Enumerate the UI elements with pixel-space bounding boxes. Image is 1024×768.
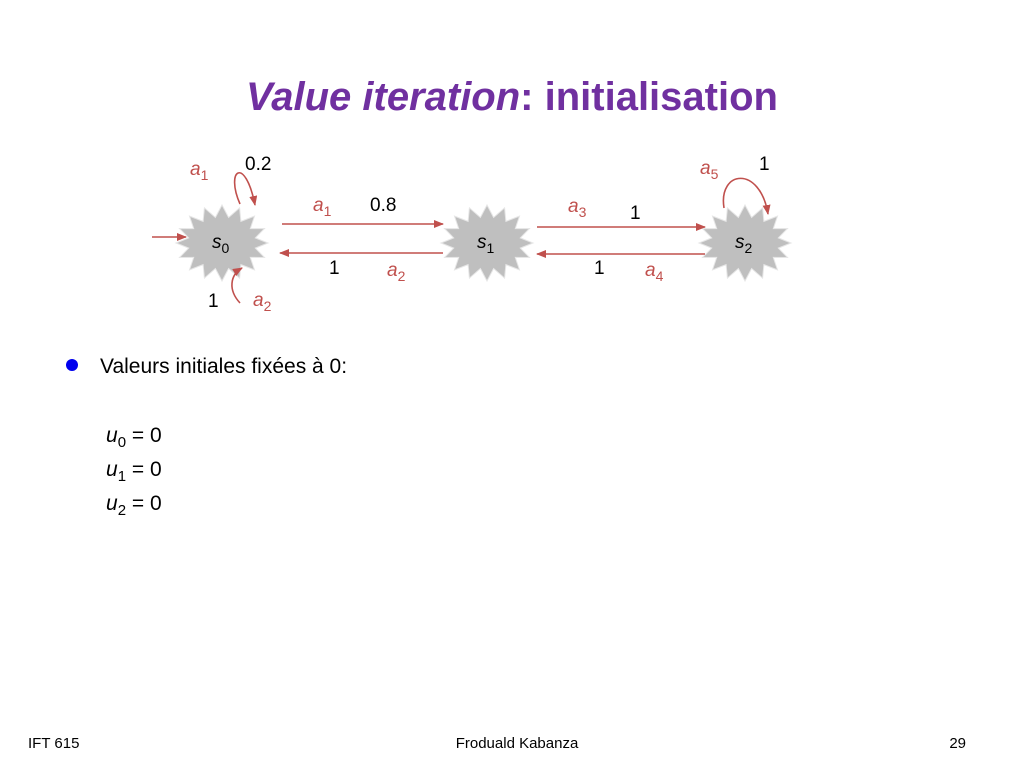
action-label: a2: [387, 260, 406, 284]
action-sub: 5: [711, 166, 719, 182]
bullet-text: Valeurs initiales fixées à 0:: [100, 355, 347, 378]
slide-title: Value iteration: initialisation: [246, 75, 778, 119]
state-node: [439, 203, 535, 283]
action: a: [387, 260, 398, 281]
var: u: [106, 424, 118, 447]
action-sub: 1: [324, 203, 332, 219]
value-line: u2 = 0: [106, 492, 162, 519]
state-label: s0: [212, 232, 230, 256]
nodes: s0 s1 s2: [174, 203, 793, 283]
self-loop: [231, 267, 243, 304]
action-sub: 2: [264, 298, 272, 314]
value-line: u1 = 0: [106, 458, 162, 485]
action: a: [700, 158, 711, 179]
state-name: s: [212, 232, 222, 253]
title-italic: Value iteration: [246, 75, 520, 119]
state-sub: 0: [222, 240, 230, 256]
footer-right: 29: [949, 735, 966, 752]
action-sub: 4: [656, 268, 664, 284]
action-label: a4: [645, 260, 664, 284]
action: a: [253, 290, 264, 311]
var-sub: 2: [118, 502, 126, 519]
self-loop: [722, 177, 771, 215]
prob-label: 0.8: [370, 195, 396, 216]
edge-labels: a1 0.2 a1 0.8 1 a2 1 a2 a3 1 1 a4 a5 1: [190, 154, 770, 314]
action: a: [568, 196, 579, 217]
action: a: [645, 260, 656, 281]
title-rest: : initialisation: [520, 75, 778, 119]
state-label: s1: [477, 232, 495, 256]
action-sub: 1: [201, 167, 209, 183]
state-sub: 2: [745, 240, 753, 256]
var-sub: 1: [118, 468, 126, 485]
state-sub: 1: [487, 240, 495, 256]
action-label: a1: [313, 195, 332, 219]
self-loop: [233, 171, 258, 206]
prob-label: 1: [759, 154, 770, 175]
prob-label: 1: [208, 291, 219, 312]
state-label: s2: [735, 232, 753, 256]
value-rest: = 0: [126, 424, 162, 447]
state-name: s: [477, 232, 487, 253]
var: u: [106, 492, 118, 515]
prob-label: 0.2: [245, 154, 271, 175]
prob-label: 1: [630, 203, 641, 224]
action-label: a5: [700, 158, 719, 182]
action-label: a3: [568, 196, 587, 220]
action-sub: 3: [579, 204, 587, 220]
action-sub: 2: [398, 268, 406, 284]
state-name: s: [735, 232, 745, 253]
action: a: [190, 159, 201, 180]
value-line: u0 = 0: [106, 424, 162, 451]
prob-label: 1: [329, 258, 340, 279]
footer-left: IFT 615: [28, 735, 79, 752]
value-list: u0 = 0 u1 = 0 u2 = 0: [106, 424, 162, 519]
var-sub: 0: [118, 434, 126, 451]
value-rest: = 0: [126, 458, 162, 481]
action: a: [313, 195, 324, 216]
bullet-dot: [66, 359, 78, 371]
footer-center: Froduald Kabanza: [456, 735, 579, 752]
prob-label: 1: [594, 258, 605, 279]
action-label: a2: [253, 290, 272, 314]
state-node: [697, 203, 793, 283]
var: u: [106, 458, 118, 481]
value-rest: = 0: [126, 492, 162, 515]
action-label: a1: [190, 159, 209, 183]
